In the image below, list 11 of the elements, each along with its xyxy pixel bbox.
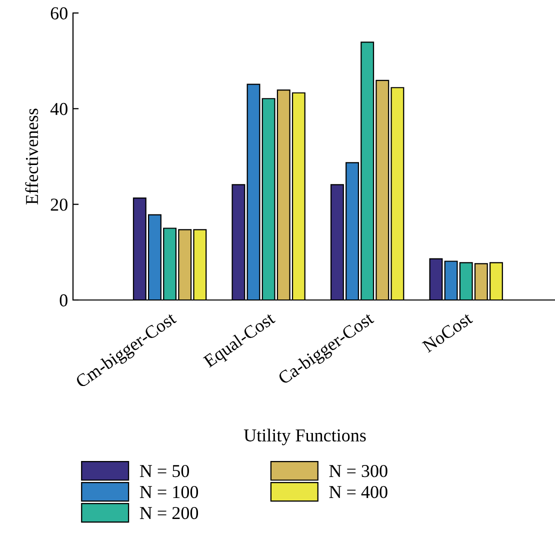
y-axis-title: Effectiveness: [25, 108, 38, 204]
y-tick-label: 0: [60, 294, 68, 306]
y-tick-label: 40: [50, 102, 68, 116]
legend-label: N = 100: [140, 486, 198, 498]
x-axis-title: Utility Functions: [244, 428, 366, 446]
y-tick-label: 20: [50, 198, 68, 211]
y-tick-label: 60: [50, 7, 68, 20]
legend-label: N = 200: [140, 506, 198, 520]
legend-label: N = 400: [329, 486, 388, 498]
legend-label: N = 50: [140, 464, 190, 478]
legend-label: N = 300: [329, 464, 388, 478]
